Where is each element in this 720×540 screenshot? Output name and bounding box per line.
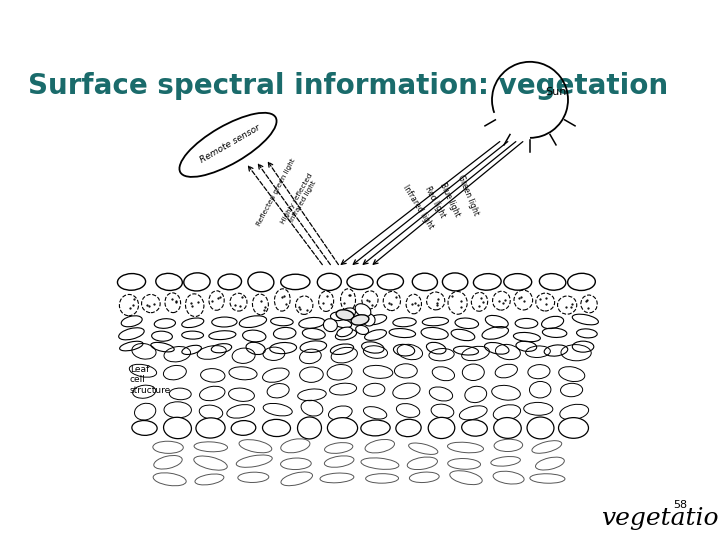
Ellipse shape [351,315,369,325]
Text: Sun: Sun [545,87,567,97]
Ellipse shape [413,273,438,291]
Ellipse shape [248,272,274,292]
Ellipse shape [297,417,322,439]
Ellipse shape [347,274,373,289]
Ellipse shape [527,417,554,439]
Ellipse shape [336,310,354,320]
Ellipse shape [539,274,566,290]
Ellipse shape [184,273,210,291]
Ellipse shape [196,418,225,438]
Ellipse shape [323,319,338,332]
Ellipse shape [328,417,358,438]
Ellipse shape [156,273,182,291]
Ellipse shape [396,419,421,437]
Ellipse shape [356,326,369,334]
Ellipse shape [494,417,521,438]
Ellipse shape [355,303,371,317]
Ellipse shape [330,312,346,321]
Ellipse shape [340,308,356,319]
Ellipse shape [163,417,192,438]
Ellipse shape [218,274,241,290]
Ellipse shape [428,417,455,438]
Text: Surface spectral information: vegetation: Surface spectral information: vegetation [28,72,668,100]
Text: vegetation: vegetation [601,507,720,530]
Ellipse shape [377,274,403,290]
Text: UCL DEPARTMENT OF GEOGRAPHY: UCL DEPARTMENT OF GEOGRAPHY [11,18,172,27]
Ellipse shape [337,327,353,336]
Ellipse shape [559,417,588,438]
Ellipse shape [363,314,375,326]
Ellipse shape [442,273,468,291]
Text: Remote sensor: Remote sensor [198,123,261,165]
Text: Leaf
cell
structure: Leaf cell structure [130,365,171,395]
Ellipse shape [462,420,487,436]
Text: Highly reflected
infrared light: Highly reflected infrared light [280,172,320,228]
Text: Green light: Green light [456,173,480,217]
Text: Reflected green light: Reflected green light [256,157,297,227]
Ellipse shape [474,274,501,290]
Ellipse shape [504,274,531,290]
Ellipse shape [117,274,145,290]
Text: ▲UCL: ▲UCL [644,12,706,32]
Text: Red light: Red light [423,185,447,219]
Ellipse shape [318,273,341,291]
Ellipse shape [281,274,310,289]
Ellipse shape [132,421,157,435]
Ellipse shape [263,420,290,436]
Ellipse shape [361,420,390,436]
Text: Blue light: Blue light [438,181,462,218]
Ellipse shape [567,273,595,291]
Ellipse shape [231,421,256,435]
Text: Infrared light: Infrared light [401,183,435,231]
Text: 58: 58 [673,500,687,510]
Ellipse shape [179,113,276,177]
